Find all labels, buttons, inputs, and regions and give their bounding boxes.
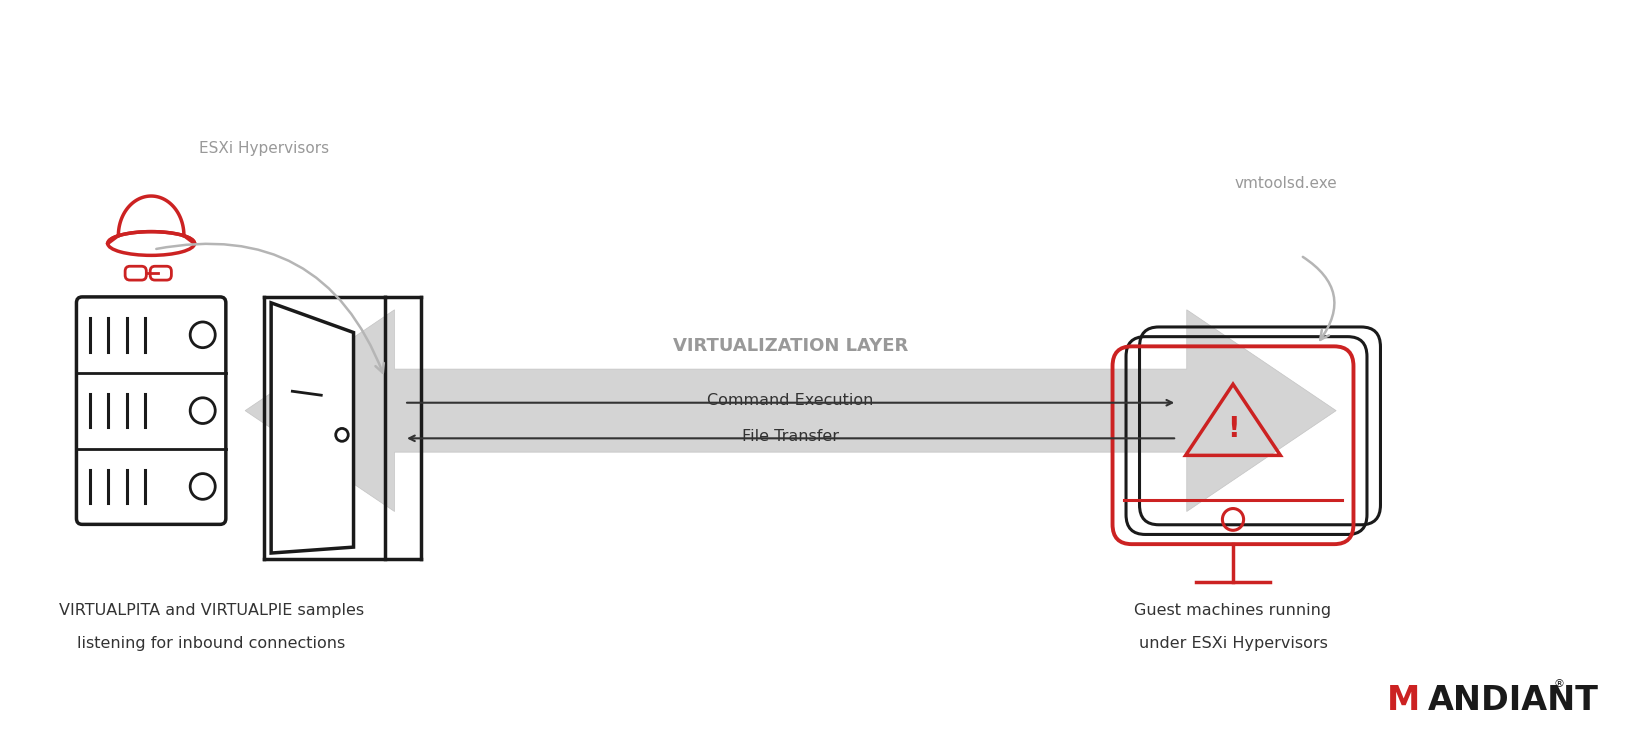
FancyArrowPatch shape bbox=[157, 243, 384, 373]
Text: listening for inbound connections: listening for inbound connections bbox=[77, 636, 346, 651]
Text: !: ! bbox=[1227, 416, 1239, 444]
Text: M: M bbox=[1387, 684, 1420, 717]
Polygon shape bbox=[245, 310, 1337, 512]
Polygon shape bbox=[271, 303, 354, 553]
Text: ANDIANT: ANDIANT bbox=[1428, 684, 1599, 717]
Text: Guest machines running: Guest machines running bbox=[1134, 603, 1332, 618]
Text: VIRTUALIZATION LAYER: VIRTUALIZATION LAYER bbox=[672, 337, 909, 355]
Text: under ESXi Hypervisors: under ESXi Hypervisors bbox=[1139, 636, 1327, 651]
Text: ®: ® bbox=[1554, 680, 1565, 689]
Text: File Transfer: File Transfer bbox=[743, 429, 839, 444]
Text: Command Execution: Command Execution bbox=[707, 393, 873, 408]
FancyArrowPatch shape bbox=[1302, 257, 1335, 340]
Text: vmtoolsd.exe: vmtoolsd.exe bbox=[1235, 175, 1337, 191]
Text: VIRTUALPITA and VIRTUALPIE samples: VIRTUALPITA and VIRTUALPIE samples bbox=[59, 603, 364, 618]
Text: ESXi Hypervisors: ESXi Hypervisors bbox=[199, 141, 330, 156]
